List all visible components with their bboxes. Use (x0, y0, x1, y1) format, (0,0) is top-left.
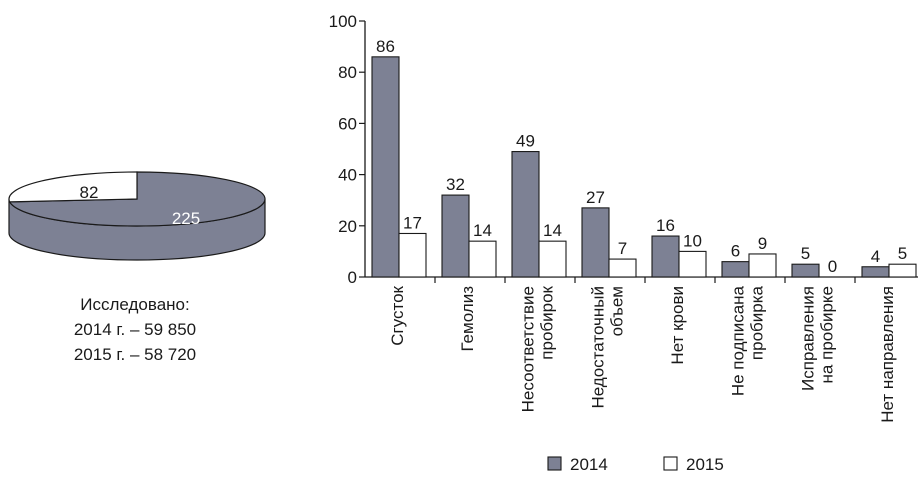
x-category-label: Исправления (799, 286, 818, 391)
pie-caption-line: 2015 г. – 58 720 (73, 345, 197, 364)
legend-label: 2014 (570, 455, 608, 474)
bar-value-label: 6 (731, 242, 740, 261)
x-category-label: Нет крови (668, 286, 687, 365)
y-tick-label: 60 (338, 114, 357, 133)
bar (678, 250, 707, 278)
x-category-label: Гемолиз (458, 286, 477, 352)
pie-caption-line: Исследовано: (80, 295, 190, 314)
bar-value-label: 5 (801, 244, 810, 263)
y-tick-label: 80 (338, 63, 357, 82)
bar-value-label: 17 (403, 213, 422, 232)
pie-slice (8, 171, 138, 203)
x-category-label: Сгусток (388, 285, 407, 345)
bar (608, 258, 637, 278)
bar-value-label: 14 (473, 221, 492, 240)
x-category-label: объем (608, 286, 627, 336)
legend-label: 2015 (686, 455, 724, 474)
bar-value-label: 4 (871, 247, 880, 266)
pie-chart: 225 82 (8, 171, 266, 261)
bar (721, 261, 750, 278)
bar-value-label: 10 (683, 231, 702, 250)
bar (511, 151, 540, 278)
bar (398, 232, 427, 278)
bar-value-label: 27 (586, 188, 605, 207)
bar (538, 240, 567, 278)
bar-value-label: 16 (656, 216, 675, 235)
x-category-label: Несоответствие (519, 286, 538, 412)
pie-caption-line: 2014 г. – 59 850 (73, 320, 197, 339)
bar (651, 235, 680, 278)
bar (791, 263, 820, 278)
y-tick-label: 20 (338, 217, 357, 236)
bar (371, 56, 400, 278)
bar-value-label: 32 (446, 175, 465, 194)
x-category-label: Нет направления (878, 286, 897, 423)
bar (441, 194, 470, 278)
bar-chart: 0204060801008617Сгусток3214Гемолиз4914Не… (329, 12, 918, 474)
bar-value-label: 9 (758, 234, 767, 253)
bar (468, 240, 497, 278)
legend-swatch (547, 456, 562, 471)
bar (748, 253, 777, 278)
pie-value-label: 82 (80, 183, 99, 202)
bar-value-label: 14 (543, 221, 562, 240)
x-category-label: на пробирке (818, 286, 837, 383)
bar-value-label: 49 (516, 132, 535, 151)
pie-caption: Исследовано: 2014 г. – 59 850 2015 г. – … (40, 292, 230, 367)
bar (888, 263, 917, 278)
y-tick-label: 40 (338, 166, 357, 185)
x-category-label: Не подписана (729, 285, 748, 396)
bar (581, 207, 610, 278)
x-category-label: пробирок (538, 285, 557, 359)
x-category-label: Недостаточный (589, 286, 608, 409)
y-tick-label: 100 (329, 12, 357, 31)
pie-value-label: 225 (172, 209, 200, 228)
bar-value-label: 0 (828, 257, 837, 276)
legend-swatch (663, 456, 678, 471)
bar-value-label: 5 (898, 244, 907, 263)
y-tick-label: 0 (348, 268, 357, 287)
bar-value-label: 7 (618, 239, 627, 258)
bar-value-label: 86 (376, 37, 395, 56)
bar (861, 266, 890, 278)
x-category-label: пробирка (748, 285, 767, 360)
